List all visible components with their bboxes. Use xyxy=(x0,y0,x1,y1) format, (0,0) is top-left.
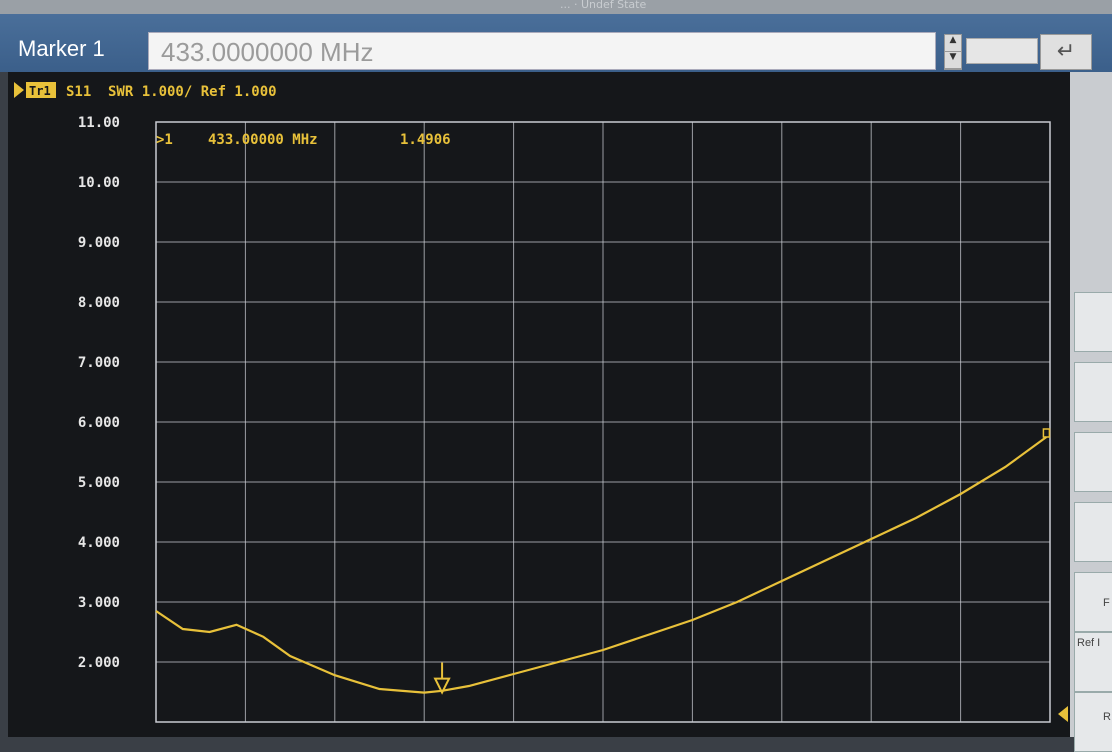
marker-frequency-input[interactable]: 433.0000000 MHz xyxy=(148,32,936,70)
y-tick-label: 10.00 xyxy=(78,175,120,191)
trace-parameter: S11 xyxy=(66,84,91,100)
y-axis-ticks: 11.00 10.00 9.000 8.000 7.000 6.000 5.000 4.000… xyxy=(78,115,120,671)
softkey-1[interactable] xyxy=(1074,292,1112,352)
softkey-panel: F Ref I R xyxy=(1070,72,1112,752)
y-tick-label: 2.000 xyxy=(78,655,120,671)
softkey-4[interactable] xyxy=(1074,502,1112,562)
marker-entry-bar: Marker 1 433.0000000 MHz ▲ ▼ ↵ xyxy=(0,14,1112,72)
swr-chart: Tr1 S11 SWR 1.000/ Ref 1.000 11.00 10.00 9… xyxy=(14,82,1068,723)
y-tick-label: 4.000 xyxy=(78,535,120,551)
y-tick-label: 3.000 xyxy=(78,595,120,611)
enter-icon[interactable]: ↵ xyxy=(1040,34,1092,70)
trace-end-marker xyxy=(1042,428,1051,438)
y-tick-label: 11.00 xyxy=(78,115,120,131)
softkey-7[interactable]: R xyxy=(1074,692,1112,752)
trace-format: SWR 1.000/ Ref 1.000 xyxy=(108,84,277,100)
marker-label: Marker 1 xyxy=(18,36,105,61)
softkey-7-label: R xyxy=(1103,711,1111,723)
analyzer-display: Tr1 S11 SWR 1.000/ Ref 1.000 11.00 10.00 9… xyxy=(8,72,1070,737)
softkey-6-label: Ref I xyxy=(1077,637,1101,649)
trace-layer xyxy=(155,428,1068,722)
spinner-down-icon[interactable]: ▼ xyxy=(945,52,961,69)
y-tick-label: 7.000 xyxy=(78,355,120,371)
spinner-up-icon[interactable]: ▲ xyxy=(945,35,961,52)
window-title-text: ... · Undef State xyxy=(560,0,647,11)
marker-aux-field[interactable] xyxy=(966,38,1038,64)
marker-readout-id: >1 xyxy=(156,132,173,148)
window-title-bar: ... · Undef State xyxy=(0,0,1112,14)
trace-badge xyxy=(26,82,56,98)
swr-trace-line xyxy=(155,436,1048,694)
marker-readout-frequency: 433.00000 MHz xyxy=(208,132,318,148)
y-tick-label: 5.000 xyxy=(78,475,120,491)
softkey-5[interactable]: F xyxy=(1074,572,1112,632)
softkey-3[interactable] xyxy=(1074,432,1112,492)
softkey-2[interactable] xyxy=(1074,362,1112,422)
y-tick-label: 9.000 xyxy=(78,235,120,251)
softkey-6[interactable]: Ref I xyxy=(1074,632,1112,692)
marker-spinner[interactable]: ▲ ▼ xyxy=(944,34,962,70)
reference-arrow-icon xyxy=(1058,706,1068,722)
active-trace-arrow-icon xyxy=(14,82,24,98)
y-tick-label: 6.000 xyxy=(78,415,120,431)
y-tick-label: 8.000 xyxy=(78,295,120,311)
grid-lines xyxy=(155,121,1051,723)
softkey-5-label: F xyxy=(1103,597,1110,609)
marker-readout-value: 1.4906 xyxy=(400,132,451,148)
trace-badge-label: Tr1 xyxy=(29,84,51,98)
